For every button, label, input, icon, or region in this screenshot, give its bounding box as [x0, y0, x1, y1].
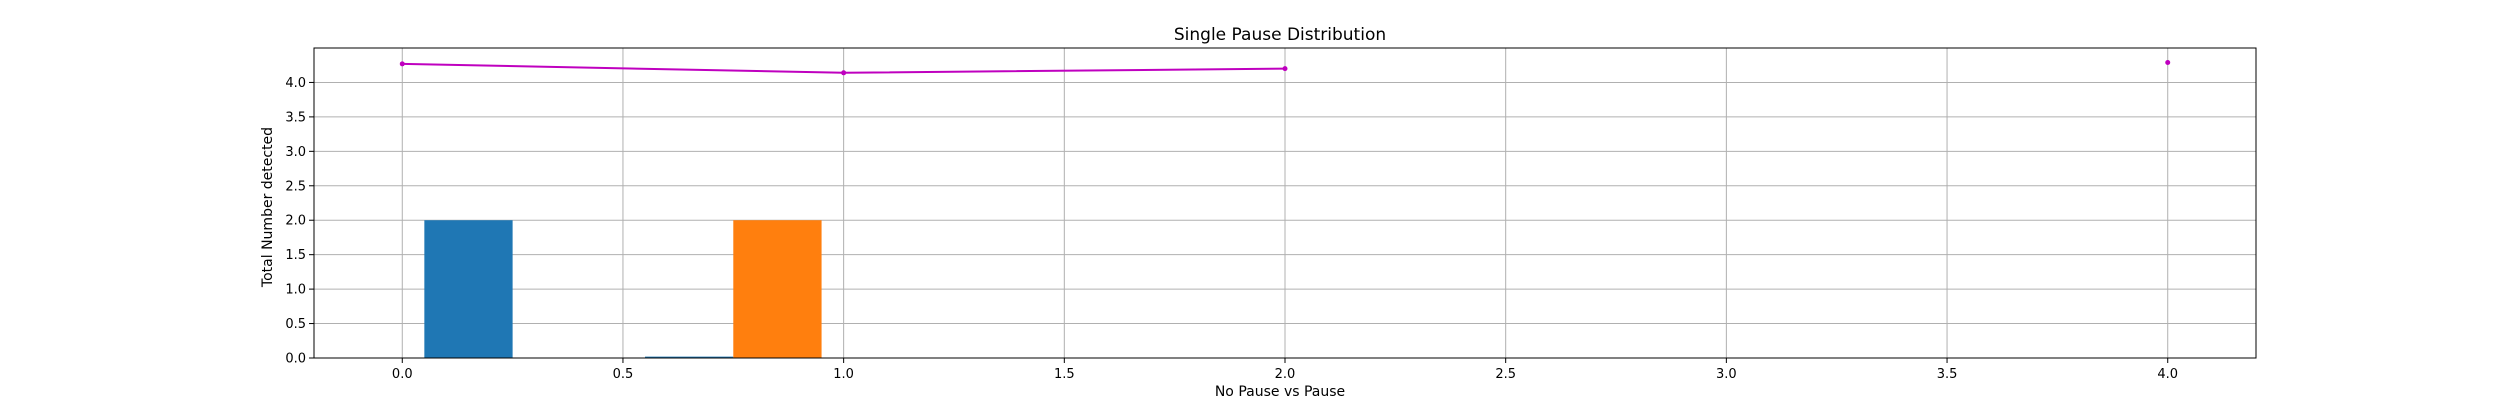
- line-series: [399, 59, 2171, 76]
- x-tick-label: 2.5: [1495, 367, 1516, 382]
- y-tick-label: 3.5: [285, 110, 306, 125]
- y-tick-label: 1.5: [285, 248, 306, 263]
- y-tick-label: 2.0: [285, 214, 306, 229]
- y-tick-label: 3.0: [285, 145, 306, 160]
- axis-ticks: 0.0 0.5 1.0 1.5 2.0 2.5 3.0 3.5 4.0 0.0 0.5 1.0 1.5 2…: [285, 76, 2178, 382]
- x-tick-label: 0.5: [613, 367, 634, 382]
- x-tick-label: 4.0: [2157, 367, 2178, 382]
- y-tick-label: 0.0: [285, 352, 306, 367]
- grid-lines: [314, 48, 2256, 359]
- x-tick-label: 3.0: [1716, 367, 1737, 382]
- x-tick-label: 1.5: [1054, 367, 1075, 382]
- series-point: [399, 61, 405, 67]
- x-tick-label: 0.0: [392, 367, 413, 382]
- bar: [733, 220, 822, 358]
- x-tick-label: 1.0: [833, 367, 854, 382]
- x-axis-label: No Pause vs Pause: [1215, 384, 1345, 400]
- series-point: [841, 70, 847, 76]
- series-point: [2165, 59, 2171, 65]
- bar: [645, 356, 734, 358]
- y-tick-label: 0.5: [285, 317, 306, 332]
- x-tick-label: 3.5: [1937, 367, 1958, 382]
- y-axis-label: Total Number detected: [260, 127, 276, 288]
- x-tick-label: 2.0: [1275, 367, 1296, 382]
- chart-title: Single Pause Distribution: [1174, 25, 1386, 45]
- series-point: [1282, 66, 1288, 72]
- bar: [424, 220, 513, 358]
- y-tick-label: 1.0: [285, 283, 306, 298]
- y-tick-label: 4.0: [285, 76, 306, 91]
- bars: [424, 220, 822, 358]
- y-tick-label: 2.5: [285, 179, 306, 194]
